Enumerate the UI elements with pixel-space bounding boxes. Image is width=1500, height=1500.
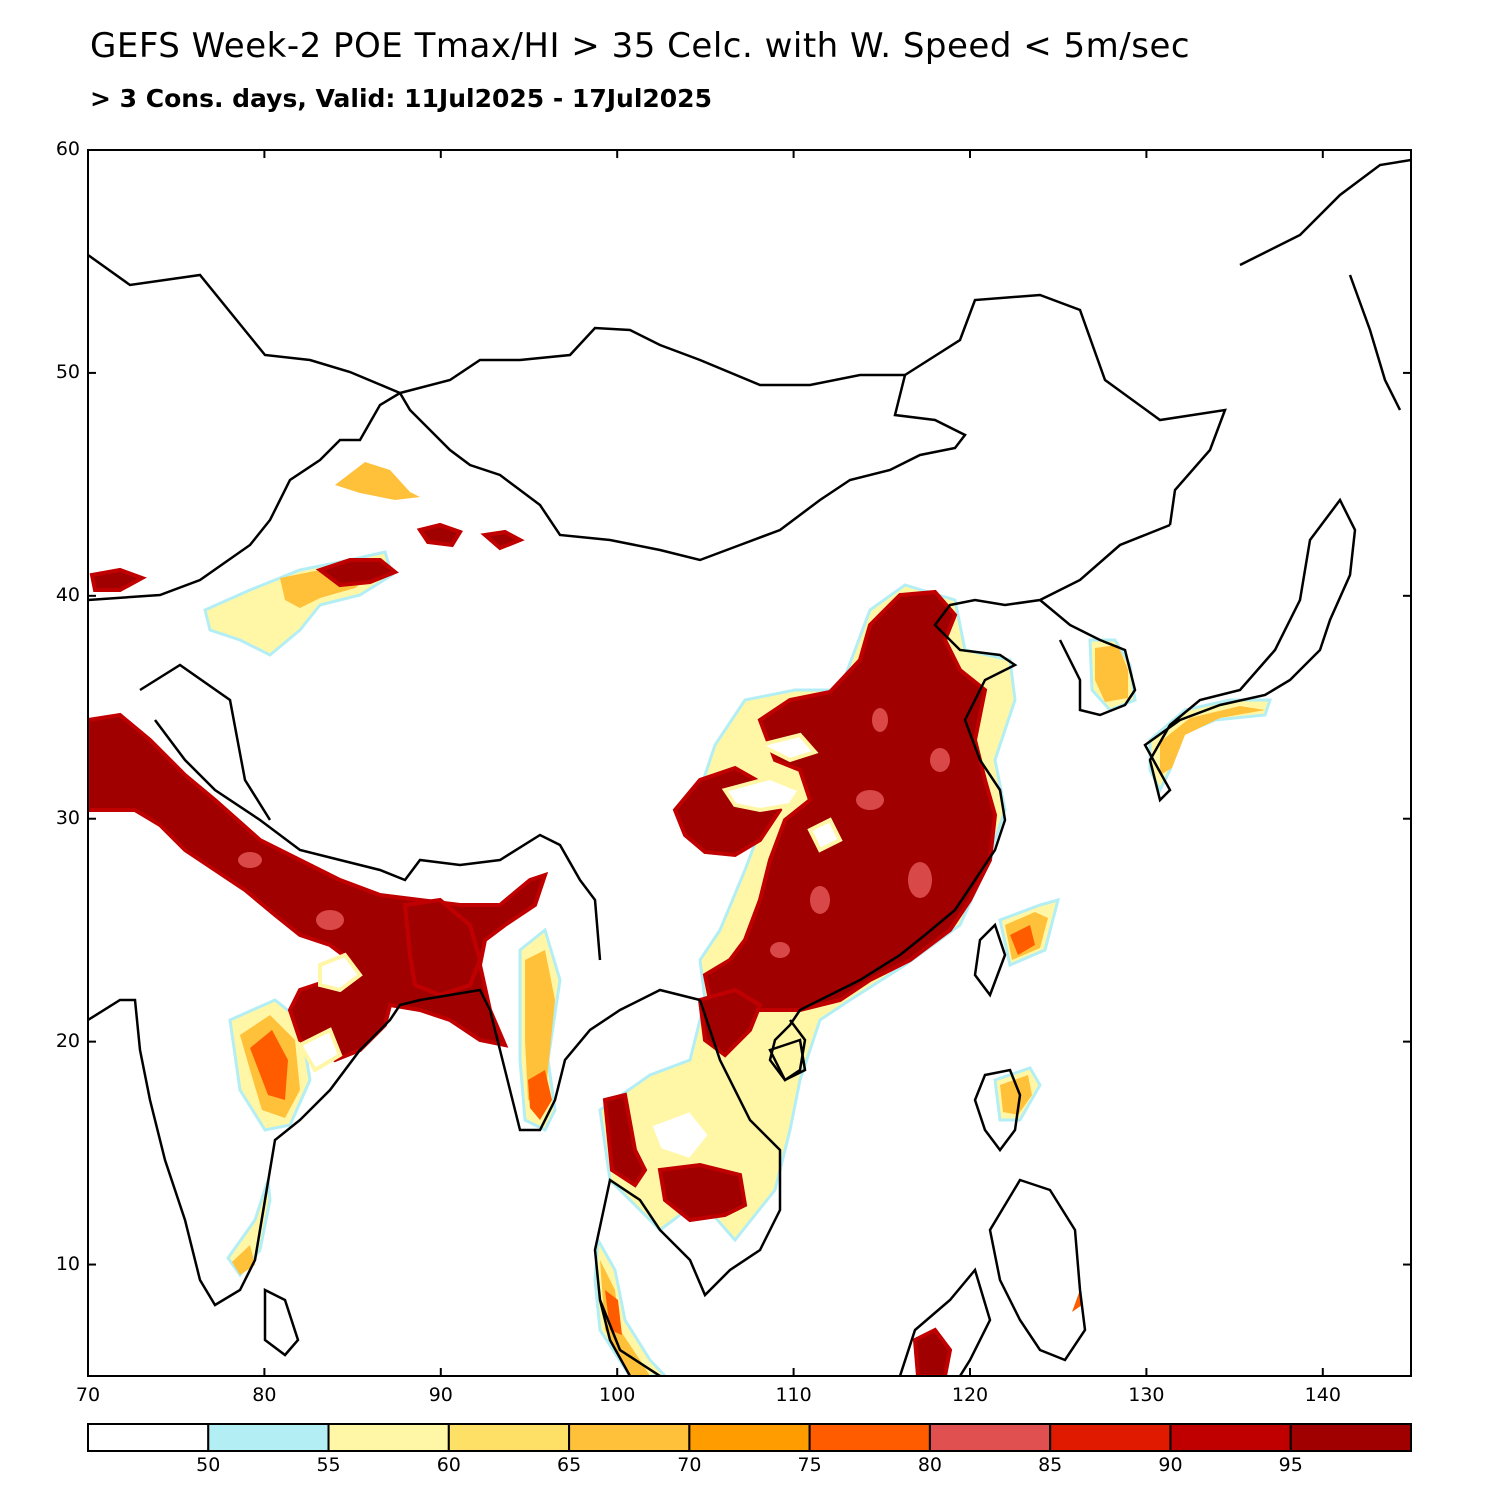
tianshan-core-1 — [416, 522, 464, 548]
north-vietnam-core — [697, 987, 763, 1058]
shaded-probability-fields — [88, 462, 1273, 1376]
x-tick-label: 110 — [775, 1384, 812, 1406]
y-tick-label: 20 — [55, 1029, 80, 1052]
x-tick-label: 130 — [1128, 1384, 1165, 1406]
x-tick-label: 80 — [252, 1384, 277, 1406]
indochina-outline — [593, 999, 782, 1376]
colorbar-level-label: 60 — [436, 1454, 461, 1476]
colorbar-swatch — [568, 1423, 691, 1452]
chart-title: GEFS Week-2 POE Tmax/HI > 35 Celc. with … — [90, 26, 1191, 66]
india-coast — [88, 988, 492, 1307]
bangladesh-core — [402, 897, 483, 998]
east-china-core — [702, 589, 998, 1012]
philippines — [973, 1068, 1087, 1362]
colorbar-level-label: 55 — [316, 1454, 341, 1476]
borneo — [898, 1267, 992, 1376]
x-tick-label: 140 — [1304, 1384, 1341, 1406]
y-tick-label: 10 — [55, 1252, 80, 1275]
plot-frame — [87, 149, 1412, 1377]
borneo-core — [912, 1327, 953, 1376]
colorbar-level-label: 70 — [677, 1454, 702, 1476]
colorbar-swatch — [688, 1423, 811, 1452]
hainan-outline — [768, 1038, 807, 1082]
colorbar-swatch — [928, 1423, 1052, 1452]
x-tick-label: 120 — [951, 1384, 989, 1406]
sakhalin-kamchatka — [1239, 158, 1411, 411]
colorbar-level-label: 65 — [556, 1454, 582, 1476]
colorbar-level-label: 75 — [797, 1454, 822, 1476]
colorbar-level-label: 80 — [917, 1454, 942, 1476]
colorbar-swatch — [1049, 1423, 1172, 1452]
colorbar — [87, 1423, 1413, 1452]
colorbar-level-label: 90 — [1158, 1454, 1183, 1476]
sri-lanka — [263, 1287, 300, 1357]
colorbar-swatch — [1289, 1423, 1413, 1452]
japan-outline — [1143, 497, 1357, 803]
thai-core — [602, 1092, 648, 1188]
kazakh-core — [89, 567, 147, 592]
colorbar-swatch — [87, 1423, 210, 1452]
chart-subtitle: > 3 Cons. days, Valid: 11Jul2025 - 17Jul… — [90, 84, 712, 113]
x-tick-label: 90 — [428, 1384, 453, 1406]
tianshan-core-2 — [480, 529, 525, 551]
myanmar-coast — [488, 988, 701, 1132]
russia-border — [88, 253, 1227, 526]
colorbar-level-label: 50 — [196, 1454, 221, 1476]
colorbar-swatch — [447, 1423, 571, 1452]
tarim-core — [315, 558, 399, 588]
y-tick-label: 40 — [55, 583, 80, 606]
himalaya-border — [139, 663, 602, 961]
colorbar-swatch — [808, 1423, 931, 1452]
x-tick-label: 100 — [599, 1384, 636, 1406]
china-mongolia-border — [398, 326, 967, 562]
colorbar-swatch — [327, 1423, 450, 1452]
y-tick-label: 60 — [55, 138, 80, 160]
central-asia-border — [88, 391, 401, 602]
colorbar-level-label: 85 — [1038, 1454, 1063, 1476]
colorbar-swatch — [1169, 1423, 1292, 1452]
taiwan-outline — [973, 922, 1007, 998]
colorbar-swatch — [207, 1423, 330, 1452]
y-tick-label: 30 — [55, 806, 80, 829]
x-tick-label: 70 — [75, 1384, 101, 1406]
korea-outline — [1039, 599, 1137, 717]
coastlines-and-borders — [88, 158, 1411, 1376]
indo-gangetic-core — [88, 712, 549, 1063]
y-tick-label: 50 — [55, 360, 80, 383]
axis-ticks — [87, 149, 1411, 1376]
malay-peninsula — [598, 1299, 632, 1376]
colorbar-level-label: 95 — [1278, 1454, 1303, 1476]
east-china-coast — [768, 523, 1171, 1082]
cambodia-core — [657, 1162, 748, 1223]
